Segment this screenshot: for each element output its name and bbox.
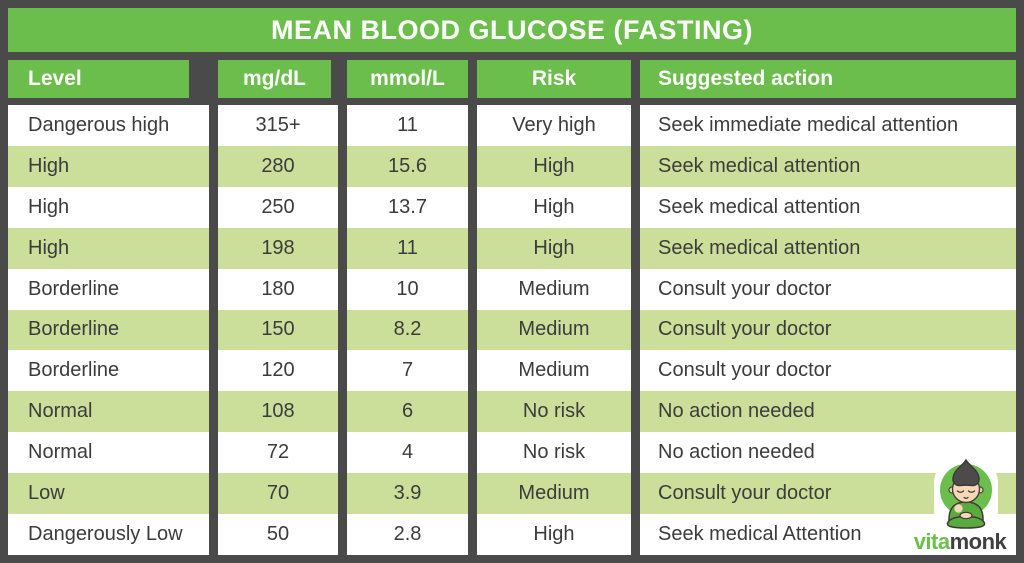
- cell-mg-dl: 150: [218, 309, 338, 351]
- table-body: Dangerous high 315+ 11 Very high Seek immedi…: [8, 105, 1016, 555]
- cell-mg-dl: 180: [218, 268, 338, 310]
- column-header-level: Level: [8, 60, 189, 98]
- cell-mg-dl: 108: [218, 391, 338, 433]
- cell-risk: No risk: [477, 391, 631, 433]
- cell-risk: No risk: [477, 432, 631, 474]
- cell-mmol-l: 15.6: [347, 145, 468, 187]
- cell-suggested-action: Consult your doctor: [640, 268, 1016, 310]
- wordmark-monk: monk: [949, 529, 1007, 554]
- cell-mg-dl: 72: [218, 432, 338, 474]
- cell-mg-dl: 70: [218, 473, 338, 515]
- cell-risk: Medium: [477, 473, 631, 515]
- cell-mg-dl: 120: [218, 350, 338, 392]
- cell-mmol-l: 13.7: [347, 186, 468, 228]
- cell-risk: Medium: [477, 268, 631, 310]
- cell-suggested-action: Seek medical attention: [640, 186, 1016, 228]
- cell-suggested-action: Seek immediate medical attention: [640, 105, 1016, 146]
- table-row: Borderline 180 10 Medium Consult your doctor: [8, 268, 1016, 310]
- cell-level: Normal: [8, 391, 209, 433]
- cell-suggested-action: Consult your doctor: [640, 350, 1016, 392]
- cell-mmol-l: 3.9: [347, 473, 468, 515]
- cell-suggested-action: Seek medical attention: [640, 145, 1016, 187]
- cell-level: High: [8, 186, 209, 228]
- cell-level: Borderline: [8, 309, 209, 351]
- cell-risk: High: [477, 186, 631, 228]
- cell-mmol-l: 11: [347, 105, 468, 146]
- table-row: Low 70 3.9 Medium Consult your doctor: [8, 473, 1016, 515]
- cell-suggested-action: Consult your doctor: [640, 309, 1016, 351]
- table-row: Borderline 150 8.2 Medium Consult your docto…: [8, 309, 1016, 351]
- column-header-mmol-l: mmol/L: [347, 60, 468, 98]
- table-row: Borderline 120 7 Medium Consult your doctor: [8, 350, 1016, 392]
- table-row: Normal 108 6 No risk No action needed: [8, 391, 1016, 433]
- table-row: High 250 13.7 High Seek medical attention: [8, 186, 1016, 228]
- cell-mmol-l: 4: [347, 432, 468, 474]
- cell-mmol-l: 11: [347, 227, 468, 269]
- cell-mmol-l: 7: [347, 350, 468, 392]
- column-header-mg-dl: mg/dL: [218, 60, 331, 98]
- cell-level: Low: [8, 473, 209, 515]
- wordmark-vita: vita: [913, 529, 950, 554]
- table-row: Normal 72 4 No risk No action needed: [8, 432, 1016, 474]
- cell-risk: High: [477, 514, 631, 555]
- table-header-row: Level mg/dL mmol/L Risk Suggested action: [8, 60, 1016, 98]
- glucose-table: MEAN BLOOD GLUCOSE (FASTING) Level mg/dL…: [8, 8, 1016, 555]
- cell-mmol-l: 2.8: [347, 514, 468, 555]
- cell-level: High: [8, 145, 209, 187]
- cell-suggested-action: Seek medical Attention: [640, 514, 1016, 555]
- cell-risk: Medium: [477, 309, 631, 351]
- column-header-suggested-action: Suggested action: [640, 60, 1016, 98]
- cell-risk: High: [477, 145, 631, 187]
- vitamonk-logo: vitamonk: [905, 453, 1015, 555]
- cell-mmol-l: 6: [347, 391, 468, 433]
- cell-suggested-action: No action needed: [640, 391, 1016, 433]
- cell-level: Normal: [8, 432, 209, 474]
- cell-risk: High: [477, 227, 631, 269]
- cell-mmol-l: 10: [347, 268, 468, 310]
- cell-mmol-l: 8.2: [347, 309, 468, 351]
- cell-level: Borderline: [8, 268, 209, 310]
- column-header-risk: Risk: [477, 60, 631, 98]
- table-row: Dangerous high 315+ 11 Very high Seek immedi…: [8, 105, 1016, 146]
- table-row: High 280 15.6 High Seek medical attention: [8, 145, 1016, 187]
- vitamonk-wordmark: vitamonk: [905, 529, 1015, 555]
- monk-icon: [934, 457, 998, 531]
- table-row: High 198 11 High Seek medical attention: [8, 227, 1016, 269]
- cell-suggested-action: No action needed: [640, 432, 1016, 474]
- cell-risk: Medium: [477, 350, 631, 392]
- cell-mg-dl: 250: [218, 186, 338, 228]
- cell-mg-dl: 280: [218, 145, 338, 187]
- cell-suggested-action: Seek medical attention: [640, 227, 1016, 269]
- cell-level: High: [8, 227, 209, 269]
- cell-level: Borderline: [8, 350, 209, 392]
- cell-risk: Very high: [477, 105, 631, 146]
- cell-mg-dl: 50: [218, 514, 338, 555]
- cell-level: Dangerous high: [8, 105, 209, 146]
- cell-mg-dl: 315+: [218, 105, 338, 146]
- table-title: MEAN BLOOD GLUCOSE (FASTING): [8, 8, 1016, 52]
- cell-mg-dl: 198: [218, 227, 338, 269]
- cell-level: Dangerously Low: [8, 514, 209, 555]
- table-row: Dangerously Low 50 2.8 High Seek medical Att…: [8, 514, 1016, 555]
